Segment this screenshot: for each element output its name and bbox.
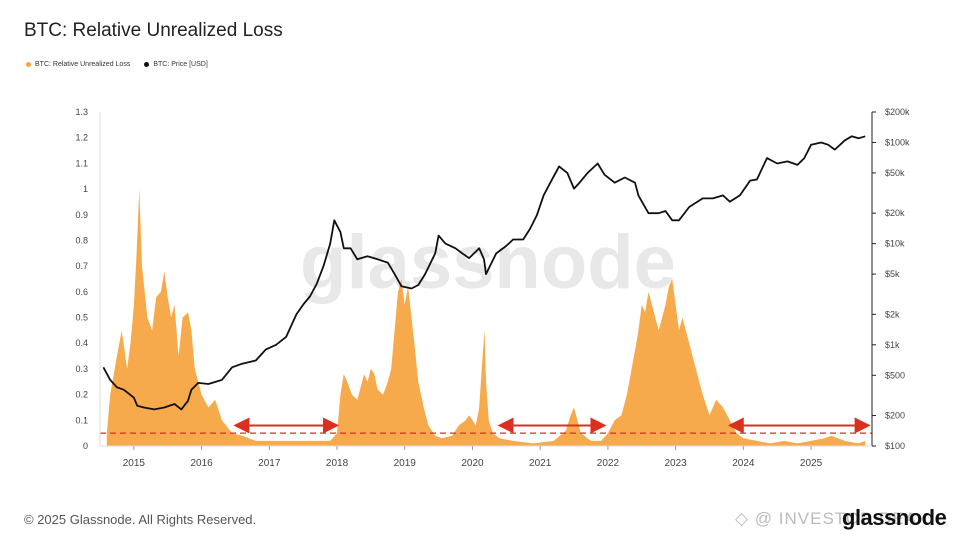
loss-area-series bbox=[106, 189, 866, 446]
y-left-tick-label: 0.9 bbox=[75, 210, 88, 220]
legend-label-price: BTC: Price [USD] bbox=[153, 61, 208, 68]
x-tick-label: 2019 bbox=[394, 458, 417, 469]
y-left-tick-label: 1 bbox=[83, 184, 88, 194]
y-right-tick-label: $10k bbox=[885, 239, 905, 249]
y-right-tick-label: $100k bbox=[885, 137, 910, 147]
x-tick-label: 2021 bbox=[529, 458, 552, 469]
brand-logo: glassnode bbox=[842, 505, 947, 530]
x-tick-label: 2025 bbox=[800, 458, 823, 469]
legend-dot-loss bbox=[26, 62, 31, 67]
x-tick-label: 2017 bbox=[258, 458, 281, 469]
y-left-tick-label: 0.3 bbox=[75, 364, 88, 374]
x-tick-label: 2023 bbox=[664, 458, 687, 469]
y-left-tick-label: 0.6 bbox=[75, 287, 88, 297]
y-right-tick-label: $20k bbox=[885, 208, 905, 218]
x-tick-label: 2024 bbox=[732, 458, 755, 469]
x-tick-label: 2022 bbox=[597, 458, 620, 469]
y-right-tick-label: $2k bbox=[885, 309, 900, 319]
y-left-tick-label: 0 bbox=[83, 441, 88, 451]
y-left-tick-label: 0.2 bbox=[75, 390, 88, 400]
y-left-tick-label: 0.5 bbox=[75, 313, 88, 323]
y-left-tick-label: 1.2 bbox=[75, 133, 88, 143]
y-left-tick-label: 0.7 bbox=[75, 261, 88, 271]
x-tick-label: 2020 bbox=[461, 458, 484, 469]
y-right-tick-label: $5k bbox=[885, 269, 900, 279]
y-left-tick-label: 0.8 bbox=[75, 235, 88, 245]
y-left-tick-label: 1.1 bbox=[75, 158, 88, 168]
copyright-text: © 2025 Glassnode. All Rights Reserved. bbox=[24, 512, 257, 527]
y-right-tick-label: $100 bbox=[885, 441, 905, 451]
x-tick-label: 2016 bbox=[190, 458, 213, 469]
center-watermark: glassnode bbox=[300, 220, 676, 305]
legend-dot-price bbox=[144, 62, 150, 67]
corner-watermark: ◇ @ INVESTOR DEA bbox=[735, 509, 918, 528]
legend-label-loss: BTC: Relative Unrealized Loss bbox=[35, 61, 131, 68]
y-right-tick-label: $50k bbox=[885, 168, 905, 178]
y-right-tick-label: $1k bbox=[885, 340, 900, 350]
y-right-tick-label: $500 bbox=[885, 370, 905, 380]
x-tick-label: 2015 bbox=[123, 458, 146, 469]
legend-item-loss[interactable]: BTC: Relative Unrealized Loss bbox=[26, 61, 130, 68]
legend-item-price[interactable]: BTC: Price [USD] bbox=[144, 61, 208, 68]
y-right-tick-label: $200k bbox=[885, 107, 910, 117]
y-left-tick-label: 0.4 bbox=[75, 338, 88, 348]
legend: BTC: Relative Unrealized Loss BTC: Price… bbox=[26, 61, 208, 68]
y-left-tick-label: 0.1 bbox=[75, 415, 88, 425]
chart-title: BTC: Relative Unrealized Loss bbox=[24, 20, 283, 41]
x-tick-label: 2018 bbox=[326, 458, 349, 469]
y-right-tick-label: $200 bbox=[885, 411, 905, 421]
price-line-series bbox=[102, 135, 866, 411]
y-left-tick-label: 1.3 bbox=[75, 107, 88, 117]
